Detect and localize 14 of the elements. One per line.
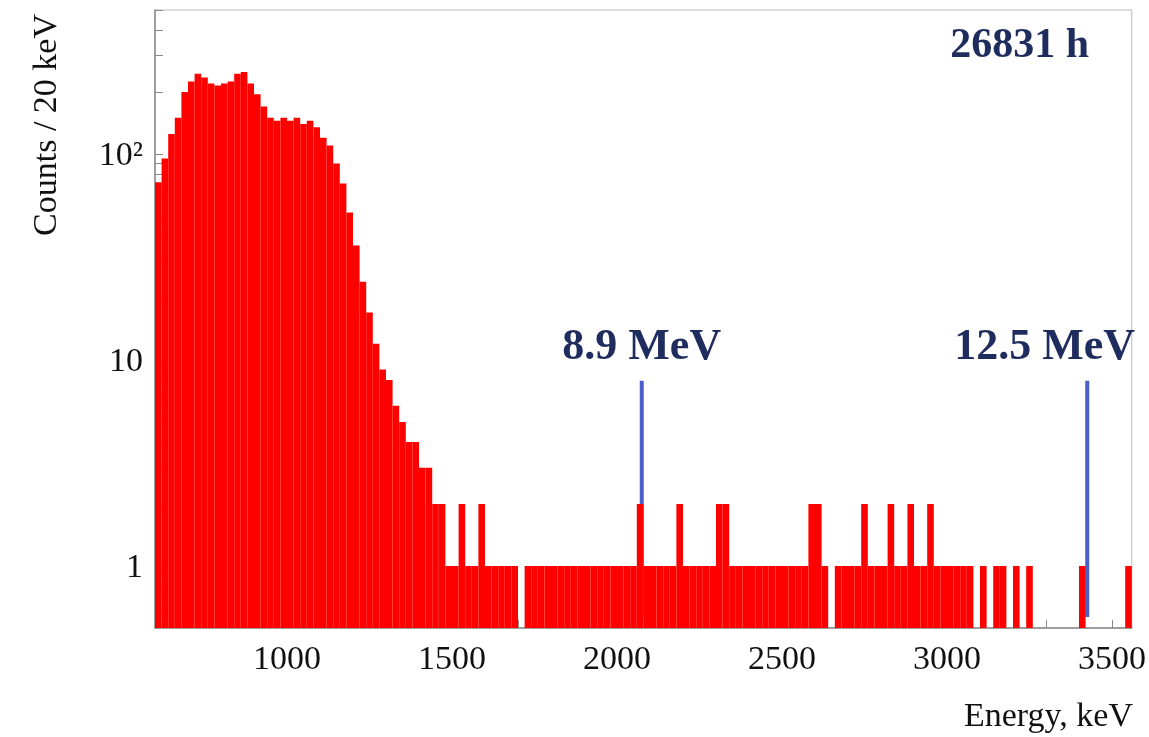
- ref-line-label: 12.5 MeV: [954, 320, 1136, 370]
- y-axis-title: Counts / 20 keV: [25, 13, 63, 236]
- y-tick-label: 1: [126, 547, 143, 585]
- y-tick-label: 10: [109, 341, 143, 379]
- x-axis-title: Energy, keV: [964, 695, 1134, 733]
- y-tick-label: 10²: [98, 135, 143, 173]
- x-tick-label: 3000: [913, 638, 981, 676]
- x-tick-label: 3500: [1078, 638, 1146, 676]
- x-tick-label: 2500: [748, 638, 816, 676]
- x-tick-label: 1000: [253, 638, 321, 676]
- x-tick-label: 2000: [583, 638, 651, 676]
- ref-line-label: 8.9 MeV: [562, 320, 722, 370]
- x-tick-label: 1500: [418, 638, 486, 676]
- annotation: 26831 h: [950, 20, 1089, 66]
